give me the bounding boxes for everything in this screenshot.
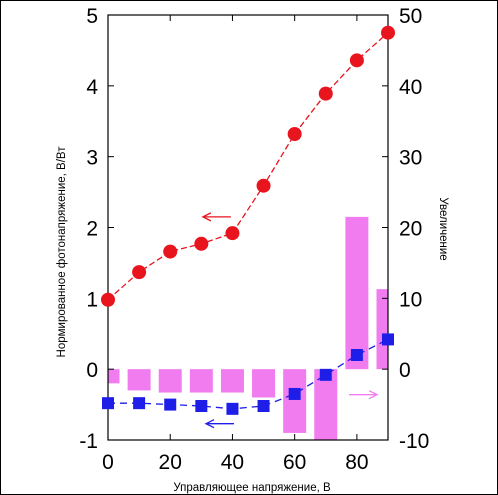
x-tick-label: 40 [221,451,244,474]
y-left-tick-label: -1 [79,430,98,453]
circle-point [132,265,147,280]
square-point [382,333,394,346]
circle-point [256,178,271,193]
circle-point [287,127,302,141]
y-right-tick-label: 10 [399,288,422,311]
arrow-head [201,212,212,222]
bar [283,369,307,433]
x-tick-label: 0 [102,451,114,474]
ticks [107,14,388,441]
circle-point [381,25,395,40]
y-left-axis-title: Нормированное фотонапряжение, В/Вт [56,146,68,358]
y-left-tick-label: 0 [86,359,98,382]
bar [314,369,338,440]
circle-point [318,86,333,101]
circle-point [194,236,209,251]
circle-point [225,226,240,241]
y-left-tick-label: 3 [86,147,98,170]
bar [158,369,182,393]
bar-series [108,216,388,440]
arrow-head [204,419,215,429]
bar [220,369,244,393]
direction-arrows [201,212,379,429]
square-point [257,400,270,412]
bar [189,369,213,393]
x-tick-label: 60 [283,451,306,474]
square-point [164,398,177,411]
square-series-line [108,338,389,410]
line-series [101,25,395,415]
y-left-tick-label: 1 [86,288,98,311]
bar [127,369,151,391]
y-left-tick-label: 5 [86,5,98,28]
y-right-tick-label: -10 [399,430,429,453]
square-point [102,397,114,410]
y-left-tick-label: 4 [86,76,98,99]
square-point [226,402,239,415]
bar [108,369,120,384]
y-right-axis-title: Увеличение [437,197,449,260]
x-tick-label: 20 [159,451,182,474]
y-right-tick-label: 50 [399,5,422,28]
x-axis-title: Управляющее напряжение, В [173,482,331,494]
square-point [195,400,208,412]
arrow-head [368,390,379,400]
square-point [319,368,332,381]
square-point [350,349,363,361]
y-right-tick-label: 30 [399,147,422,170]
circle-point [163,244,178,259]
y-right-tick-label: 0 [399,359,411,382]
bar [345,216,369,370]
square-point [133,397,146,410]
x-tick-label: 80 [345,451,368,474]
y-right-tick-label: 40 [399,76,422,99]
circle-point [349,53,364,68]
y-right-tick-label: 20 [399,218,422,241]
bar [376,289,388,370]
y-left-tick-label: 2 [86,218,98,241]
circle-point [101,292,115,307]
bar [252,369,276,398]
circle-series-line [107,32,389,301]
square-point [288,387,301,400]
